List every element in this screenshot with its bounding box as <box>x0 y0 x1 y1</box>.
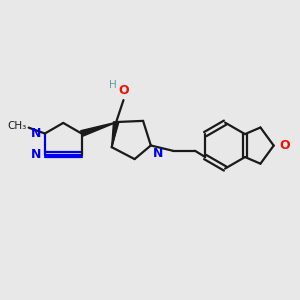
Text: N: N <box>153 147 164 160</box>
Text: H: H <box>109 80 117 90</box>
Text: CH₃: CH₃ <box>7 121 26 131</box>
Text: N: N <box>31 148 41 161</box>
Text: N: N <box>31 127 41 140</box>
Text: O: O <box>279 139 290 152</box>
Polygon shape <box>112 122 119 147</box>
Polygon shape <box>81 122 117 136</box>
Text: O: O <box>118 84 129 97</box>
